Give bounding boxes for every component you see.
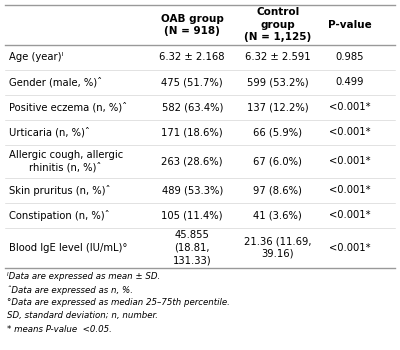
Text: 6.32 ± 2.591: 6.32 ± 2.591 xyxy=(245,52,311,62)
Text: Allergic cough, allergic
rhinitis (n, %)ˆ: Allergic cough, allergic rhinitis (n, %)… xyxy=(8,150,123,173)
Text: 489 (53.3%): 489 (53.3%) xyxy=(162,185,223,195)
Text: 41 (3.6%): 41 (3.6%) xyxy=(254,210,302,220)
Text: 45.855
(18.81,
131.33): 45.855 (18.81, 131.33) xyxy=(173,230,212,265)
Text: 0.985: 0.985 xyxy=(336,52,364,62)
Text: 105 (11.4%): 105 (11.4%) xyxy=(162,210,223,220)
Text: <0.001*: <0.001* xyxy=(329,210,371,220)
Text: 171 (18.6%): 171 (18.6%) xyxy=(162,127,223,137)
Text: 97 (8.6%): 97 (8.6%) xyxy=(254,185,302,195)
Text: <0.001*: <0.001* xyxy=(329,127,371,137)
Text: ˆData are expressed as n, %.: ˆData are expressed as n, %. xyxy=(7,285,133,295)
Text: Skin pruritus (n, %)ˆ: Skin pruritus (n, %)ˆ xyxy=(8,185,110,196)
Text: ᴵData are expressed as mean ± SD.: ᴵData are expressed as mean ± SD. xyxy=(7,272,160,281)
Text: Control
group
(N = 1,125): Control group (N = 1,125) xyxy=(244,7,312,42)
Text: P-value: P-value xyxy=(328,20,372,30)
Text: <0.001*: <0.001* xyxy=(329,102,371,112)
Text: 263 (28.6%): 263 (28.6%) xyxy=(162,156,223,166)
Text: <0.001*: <0.001* xyxy=(329,243,371,253)
Text: 0.499: 0.499 xyxy=(336,77,364,87)
Text: * means P-value  <0.05.: * means P-value <0.05. xyxy=(7,325,112,334)
Text: 599 (53.2%): 599 (53.2%) xyxy=(247,77,309,87)
Text: 21.36 (11.69,
39.16): 21.36 (11.69, 39.16) xyxy=(244,237,312,259)
Text: 137 (12.2%): 137 (12.2%) xyxy=(247,102,309,112)
Text: 582 (63.4%): 582 (63.4%) xyxy=(162,102,223,112)
Text: 67 (6.0%): 67 (6.0%) xyxy=(254,156,302,166)
Text: Constipation (n, %)ˆ: Constipation (n, %)ˆ xyxy=(8,210,109,221)
Text: °Data are expressed as median 25–75th percentile.: °Data are expressed as median 25–75th pe… xyxy=(7,298,230,307)
Text: Positive eczema (n, %)ˆ: Positive eczema (n, %)ˆ xyxy=(8,102,127,113)
Text: Blood IgE level (IU/mL)°: Blood IgE level (IU/mL)° xyxy=(8,243,127,253)
Text: Age (year)ᴵ: Age (year)ᴵ xyxy=(8,52,63,62)
Text: Urticaria (n, %)ˆ: Urticaria (n, %)ˆ xyxy=(8,127,90,138)
Text: 475 (51.7%): 475 (51.7%) xyxy=(162,77,223,87)
Text: Gender (male, %)ˆ: Gender (male, %)ˆ xyxy=(8,77,102,88)
Text: <0.001*: <0.001* xyxy=(329,156,371,166)
Text: <0.001*: <0.001* xyxy=(329,185,371,195)
Text: 6.32 ± 2.168: 6.32 ± 2.168 xyxy=(160,52,225,62)
Text: OAB group
(N = 918): OAB group (N = 918) xyxy=(161,14,224,36)
Text: SD, standard deviation; n, number.: SD, standard deviation; n, number. xyxy=(7,312,158,321)
Text: 66 (5.9%): 66 (5.9%) xyxy=(253,127,302,137)
